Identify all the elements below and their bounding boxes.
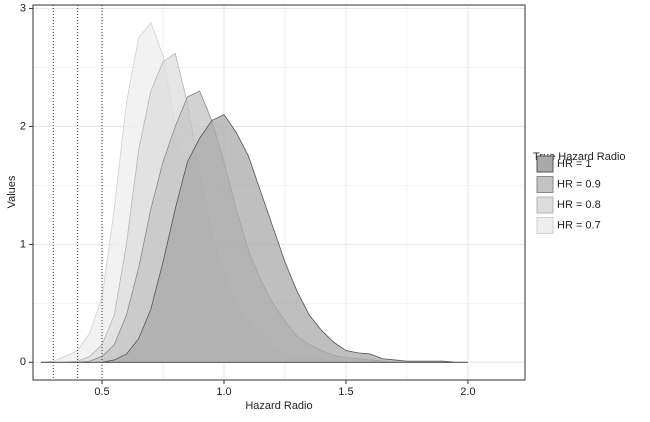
x-tick-label: 1.5 (338, 386, 353, 398)
y-tick-label: 2 (20, 120, 26, 132)
legend-key (536, 155, 554, 173)
plot-border (32, 4, 526, 381)
legend-key (536, 176, 554, 193)
legend-key (536, 196, 554, 214)
x-tick-label: 0.5 (94, 386, 109, 398)
y-tick-label: 0 (20, 356, 26, 368)
legend-label: HR = 0.8 (557, 199, 601, 211)
density-area (41, 114, 468, 363)
legend-label: HR = 1 (557, 158, 592, 170)
x-tick-label: 2.0 (460, 386, 475, 398)
y-tick-label: 1 (20, 238, 26, 250)
y-axis-label: Values (6, 175, 18, 208)
legend-label: HR = 0.7 (557, 219, 601, 231)
legend-title: True Hazard Radio (533, 151, 626, 163)
x-tick-label: 1.0 (216, 386, 231, 398)
legend-label: HR = 0.9 (557, 178, 601, 190)
y-tick-label: 3 (20, 2, 26, 14)
x-axis-label: Hazard Radio (245, 400, 312, 412)
legend-key (536, 217, 554, 234)
